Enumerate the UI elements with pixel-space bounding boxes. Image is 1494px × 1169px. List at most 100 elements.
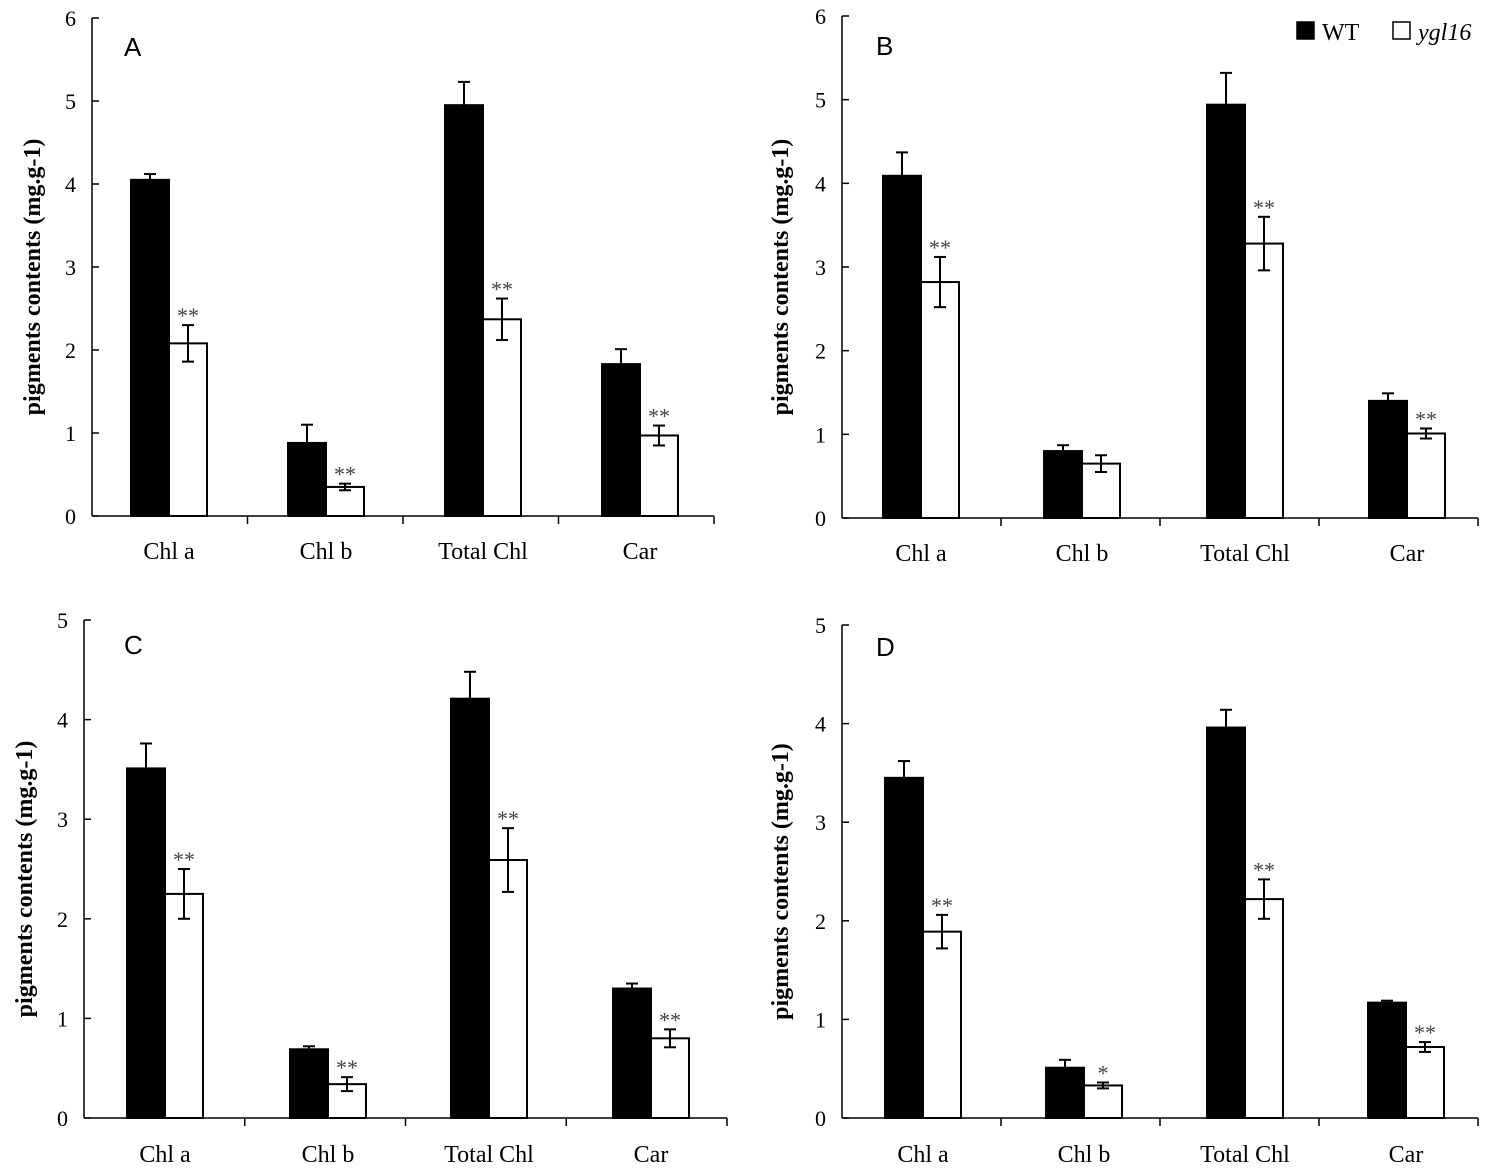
y-tick-label: 0: [815, 506, 826, 531]
panel-letter: C: [124, 630, 143, 660]
bar-wt: [444, 104, 484, 518]
x-tick-label: Chl a: [143, 539, 195, 565]
y-tick-label: 4: [65, 172, 76, 197]
y-tick-label: 4: [815, 171, 826, 196]
significance-marker: **: [173, 847, 195, 872]
bar-ygl16: [1405, 1046, 1445, 1120]
significance-marker: **: [1415, 406, 1437, 431]
panel-letter: D: [876, 632, 895, 662]
y-tick-label: 1: [65, 421, 76, 446]
significance-marker: **: [659, 1007, 681, 1032]
significance-marker: *: [1098, 1061, 1109, 1086]
bar-ygl16: [325, 485, 365, 518]
bar-wt: [130, 178, 170, 517]
y-tick-label: 5: [57, 608, 68, 633]
y-tick-label: 5: [65, 89, 76, 114]
x-tick-label: Chl a: [139, 1142, 191, 1168]
y-tick-label: 2: [815, 909, 826, 934]
x-tick-label: Car: [1389, 1142, 1424, 1168]
y-tick-label: 3: [815, 255, 826, 280]
x-tick-label: Total Chl: [438, 539, 528, 565]
y-tick-label: 3: [65, 255, 76, 280]
bar-wt: [1043, 450, 1083, 520]
y-tick-label: 1: [57, 1006, 68, 1031]
significance-marker: **: [336, 1055, 358, 1080]
bar-wt: [601, 363, 641, 517]
x-tick-label: Chl b: [1056, 541, 1109, 567]
significance-marker: **: [497, 806, 519, 831]
y-tick-label: 5: [815, 88, 826, 113]
panel-a: 0 1 2 3 4 5 6 pigments contents (mg.g-1) A ** Chl …: [20, 6, 715, 565]
y-tick-label: 0: [815, 1106, 826, 1131]
legend-label-wt: WT: [1322, 20, 1360, 46]
y-tick-label: 1: [815, 422, 826, 447]
significance-marker: **: [931, 893, 953, 918]
y-tick-label: 4: [57, 708, 68, 733]
bar-wt: [289, 1048, 329, 1119]
panel-d: 0 1 2 3 4 5 pigments contents (mg.g-1) D ** Chl a…: [768, 613, 1479, 1168]
bar-ygl16: [650, 1037, 690, 1119]
y-axis-title: pigments contents (mg.g-1): [20, 139, 46, 416]
bar-wt: [882, 174, 922, 519]
bar-wt: [884, 776, 924, 1120]
y-tick-label: 0: [65, 504, 76, 529]
panel-c: 0 1 2 3 4 5 pigments contents (mg.g-1) C ** Chl a…: [12, 608, 728, 1168]
bar-ygl16: [488, 859, 528, 1119]
legend-swatch-wt: [1296, 21, 1315, 40]
bar-wt: [450, 697, 490, 1120]
significance-marker: **: [1253, 857, 1275, 882]
significance-marker: **: [491, 277, 513, 302]
y-tick-label: 6: [815, 4, 826, 29]
y-tick-label: 3: [57, 807, 68, 832]
x-tick-label: Chl b: [1058, 1142, 1111, 1168]
x-tick-label: Car: [634, 1142, 669, 1168]
y-tick-label: 0: [57, 1106, 68, 1131]
bar-ygl16: [922, 930, 962, 1119]
significance-marker: **: [1253, 195, 1275, 220]
x-tick-label: Chl b: [300, 539, 353, 565]
bar-ygl16: [639, 434, 679, 517]
bar-wt: [287, 441, 327, 517]
panels: 0 1 2 3 4 5 6 pigments contents (mg.g-1) A ** Chl …: [12, 4, 1479, 1168]
bar-wt: [1206, 726, 1246, 1119]
y-tick-label: 5: [815, 613, 826, 638]
bar-ygl16: [1406, 432, 1446, 520]
legend-label-ygl16: ygl16: [1416, 20, 1471, 46]
y-axis-title: pigments contents (mg.g-1): [12, 741, 38, 1018]
y-tick-label: 4: [815, 712, 826, 737]
bar-ygl16: [1244, 242, 1284, 519]
legend: WT ygl16: [1296, 20, 1471, 46]
x-tick-label: Chl b: [302, 1142, 355, 1168]
significance-marker: **: [1414, 1020, 1436, 1045]
y-axis-title: pigments contents (mg.g-1): [768, 139, 794, 416]
bar-wt: [612, 987, 652, 1120]
x-tick-label: Total Chl: [1200, 541, 1290, 567]
x-tick-label: Car: [623, 539, 658, 565]
y-tick-label: 2: [815, 339, 826, 364]
significance-marker: **: [648, 404, 670, 429]
panel-letter: A: [124, 32, 142, 62]
x-tick-label: Car: [1390, 541, 1425, 567]
bar-ygl16: [1083, 1084, 1123, 1120]
x-tick-label: Total Chl: [1200, 1142, 1290, 1168]
bar-ygl16: [920, 281, 960, 519]
x-tick-label: Total Chl: [444, 1142, 534, 1168]
panel-b: 0 1 2 3 4 5 6 pigments contents (mg.g-1) B ** Chl …: [768, 4, 1479, 567]
y-axis-title: pigments contents (mg.g-1): [768, 743, 794, 1020]
bar-ygl16: [164, 892, 204, 1120]
y-tick-label: 3: [815, 810, 826, 835]
y-tick-label: 2: [57, 907, 68, 932]
significance-marker: **: [929, 235, 951, 260]
panel-letter: B: [876, 31, 893, 61]
bar-ygl16: [168, 342, 208, 517]
bar-ygl16: [482, 318, 522, 518]
y-tick-label: 1: [815, 1007, 826, 1032]
y-tick-label: 2: [65, 338, 76, 363]
x-tick-label: Chl a: [897, 1142, 949, 1168]
x-tick-label: Chl a: [895, 541, 947, 567]
bar-wt: [1206, 103, 1246, 519]
legend-swatch-ygl16: [1392, 21, 1411, 40]
bar-wt: [126, 767, 166, 1119]
bar-wt: [1368, 399, 1408, 519]
